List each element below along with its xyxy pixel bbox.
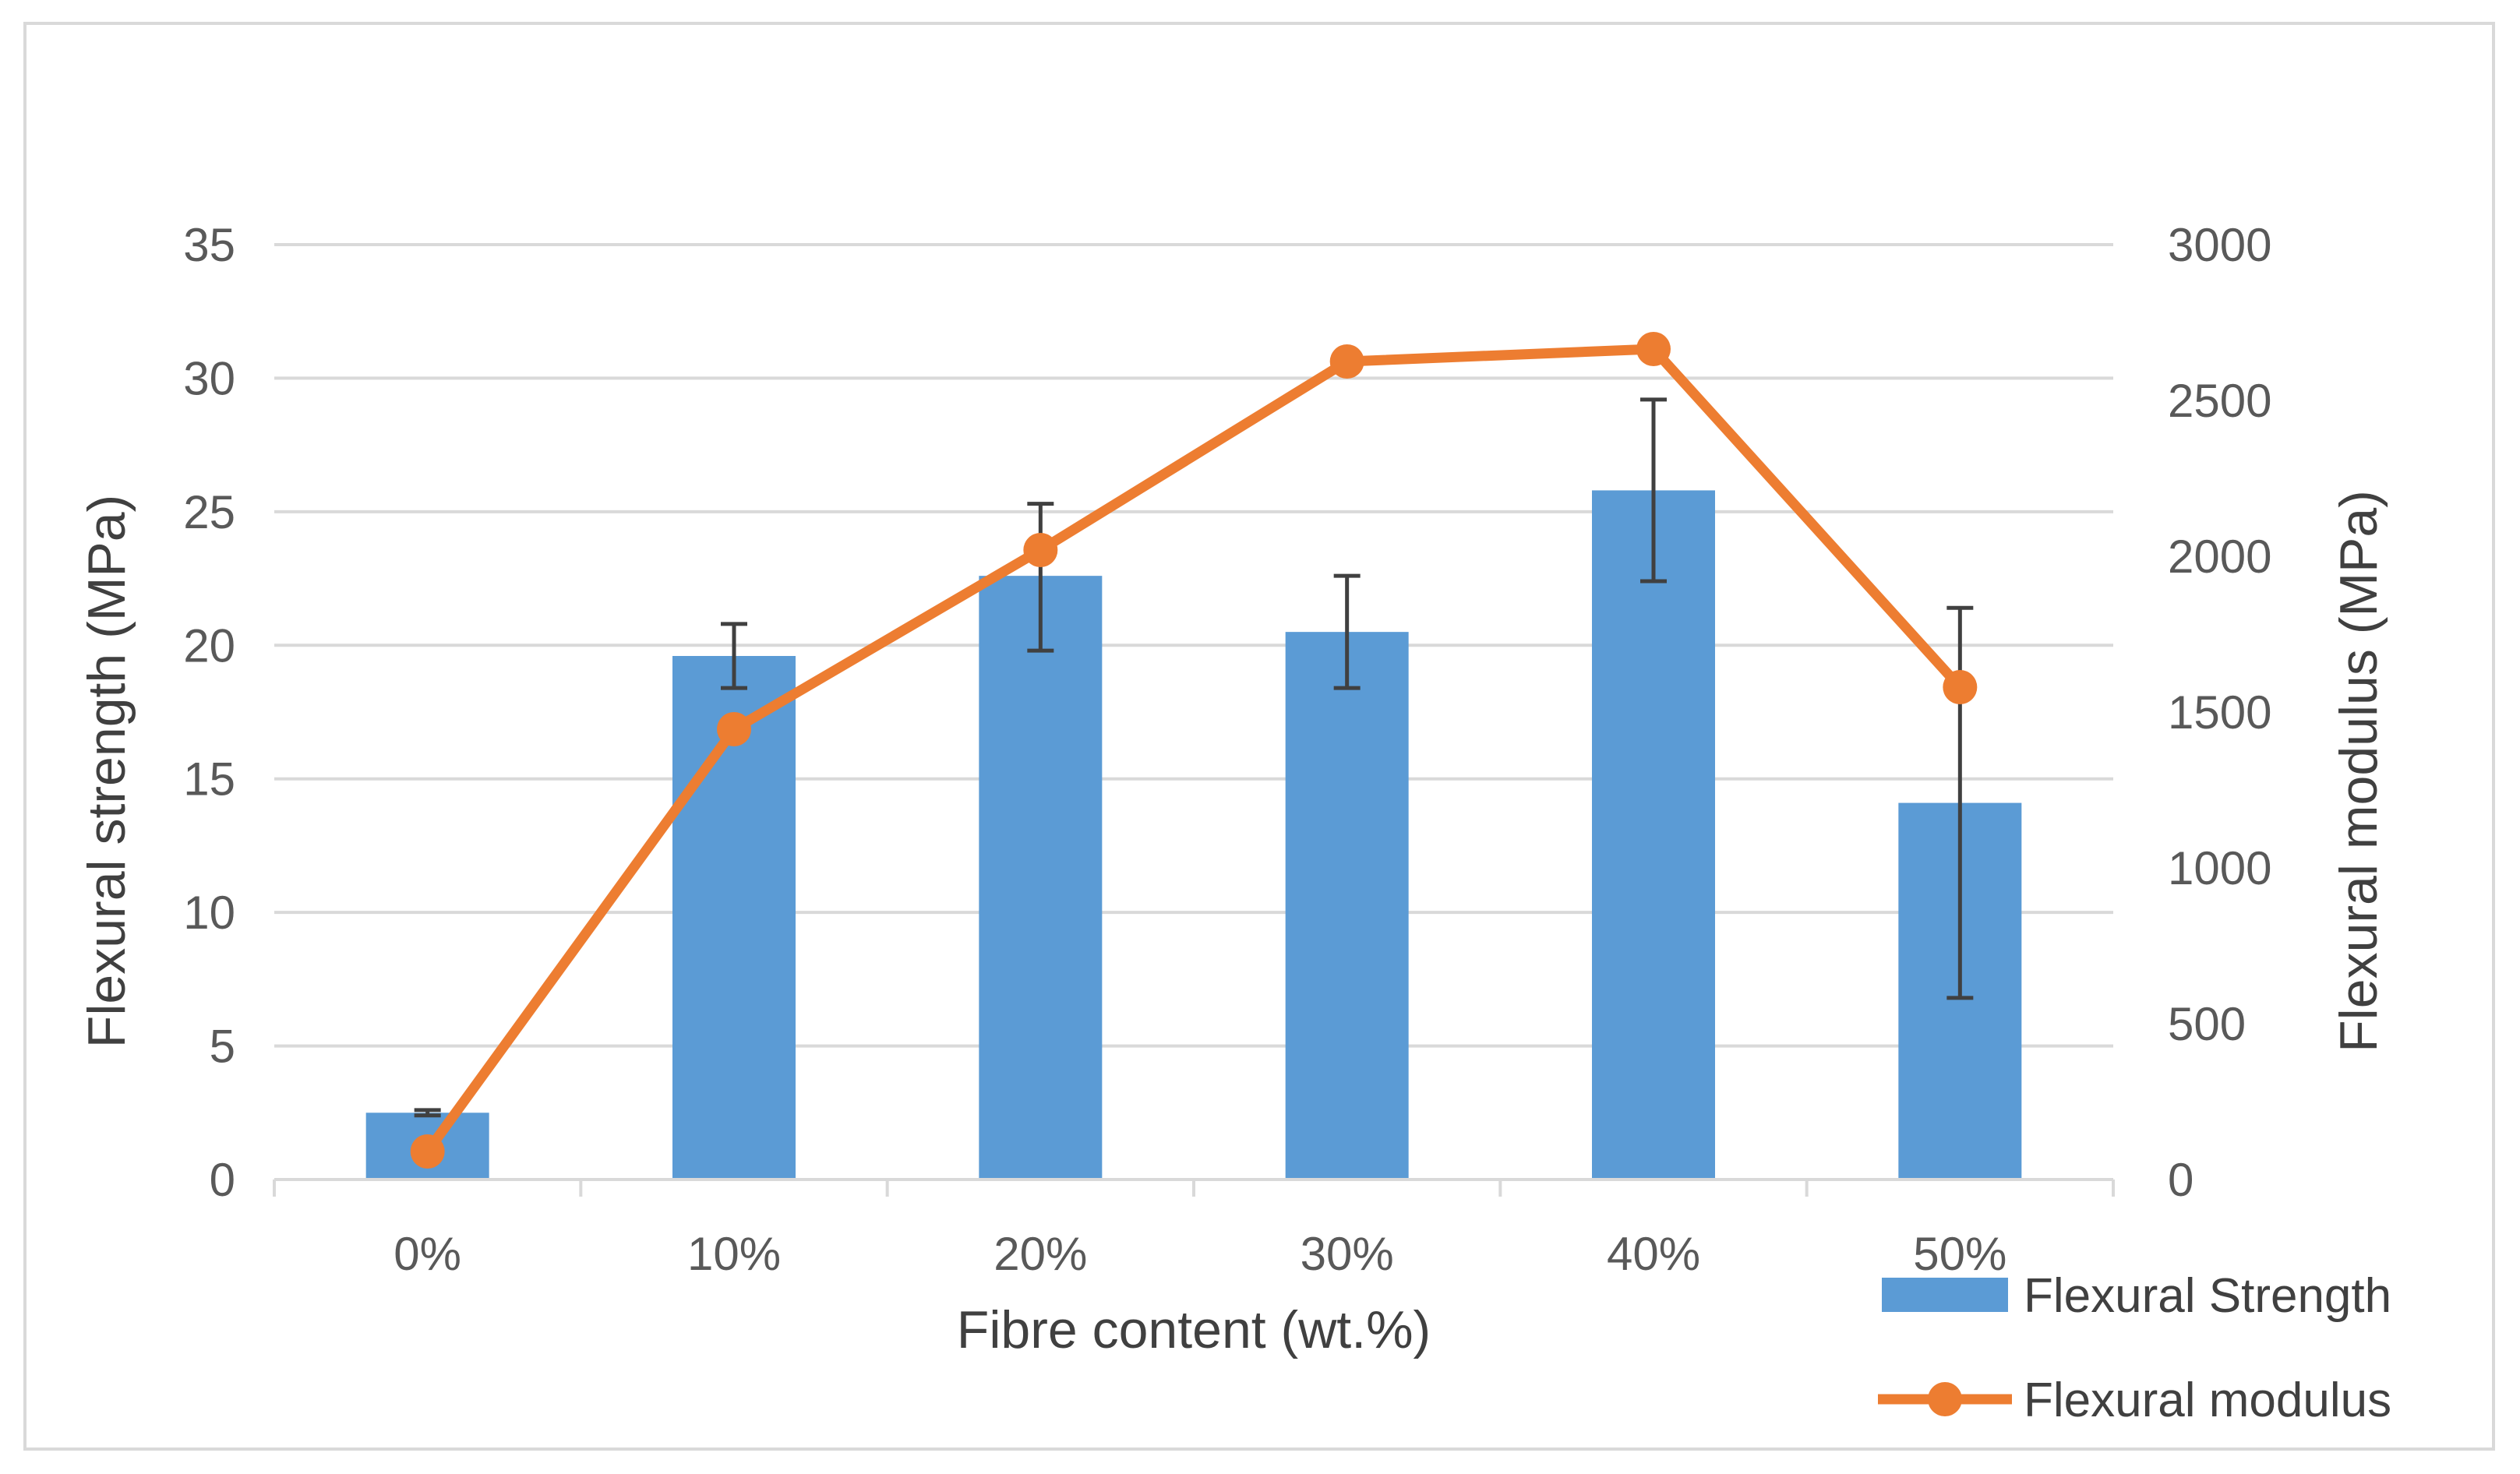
- modulus-point: [410, 1134, 445, 1169]
- modulus-point: [1636, 332, 1671, 366]
- modulus-point: [1943, 670, 1978, 704]
- error-bar: [1333, 573, 1361, 690]
- x-axis: [273, 1178, 2115, 1197]
- strength-bar: [979, 576, 1103, 1180]
- y2-tick-label: 1000: [2168, 842, 2271, 894]
- x-tick-label: 40%: [1607, 1228, 1700, 1280]
- y-tick-label: 10: [183, 887, 235, 939]
- modulus-point: [1329, 344, 1364, 379]
- left-y-ticks: 0 5 10 15 20 25 30 35: [183, 219, 235, 1206]
- y-tick-label: 25: [183, 486, 235, 538]
- x-axis-title: Fibre content (wt.%): [957, 1300, 1431, 1359]
- legend-label-strength: Flexural Strength: [2024, 1269, 2391, 1323]
- strength-bars: [365, 490, 2022, 1180]
- x-tick-label: 20%: [994, 1228, 1087, 1280]
- y2-tick-label: 1500: [2168, 686, 2271, 739]
- error-bar: [721, 622, 747, 690]
- y-tick-label: 0: [210, 1154, 235, 1206]
- strength-bar: [1285, 632, 1409, 1180]
- modulus-line: [410, 332, 1978, 1169]
- x-tick-label: 0%: [394, 1228, 461, 1280]
- y2-tick-label: 2000: [2168, 531, 2271, 583]
- y-tick-label: 5: [210, 1021, 235, 1073]
- y-tick-label: 15: [183, 753, 235, 806]
- y2-tick-label: 0: [2168, 1154, 2194, 1206]
- y-axis-title: Flexural strength (MPa): [77, 495, 136, 1048]
- x-tick-label: 10%: [687, 1228, 781, 1280]
- legend-label-modulus: Flexural modulus: [2024, 1374, 2391, 1427]
- modulus-point: [1023, 533, 1058, 567]
- error-bars: [414, 397, 1974, 1118]
- y2-axis-title: Flexural modulus (MPa): [2329, 490, 2388, 1053]
- right-y-ticks: 0 500 1000 1500 2000 2500 3000: [2168, 219, 2271, 1206]
- x-tick-label: 50%: [1913, 1228, 2006, 1280]
- chart-frame: [23, 22, 2495, 1451]
- y2-tick-label: 500: [2168, 998, 2246, 1050]
- strength-bar: [1592, 490, 1715, 1180]
- legend-marker-modulus: [1928, 1382, 1962, 1416]
- legend: Flexural Strength Flexural modulus: [1878, 1269, 2391, 1427]
- legend-swatch-strength: [1882, 1278, 2008, 1312]
- modulus-point: [717, 712, 751, 746]
- error-bar: [1027, 502, 1054, 653]
- y-tick-label: 35: [183, 219, 235, 271]
- modulus-polyline: [423, 344, 1964, 1155]
- error-bar: [1640, 397, 1667, 584]
- error-bar: [414, 1108, 441, 1118]
- x-tick-label: 30%: [1301, 1228, 1394, 1280]
- y-tick-label: 20: [183, 619, 235, 672]
- gridlines: [274, 243, 2113, 1048]
- y2-tick-label: 3000: [2168, 219, 2271, 271]
- x-ticks: 0% 10% 20% 30% 40% 50%: [394, 1228, 2006, 1280]
- y-tick-label: 30: [183, 352, 235, 404]
- y2-tick-label: 2500: [2168, 375, 2271, 427]
